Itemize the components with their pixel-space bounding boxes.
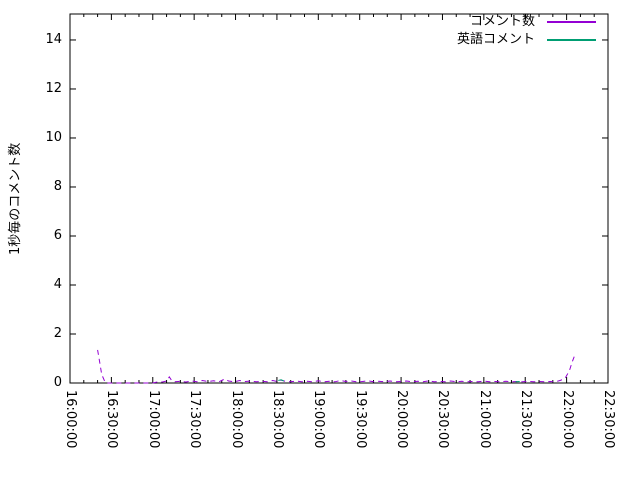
x-tick-label: 22:00:00	[559, 390, 575, 449]
x-tick-label: 20:30:00	[435, 390, 451, 449]
x-tick-label: 22:30:00	[601, 390, 616, 449]
plot-frame	[69, 13, 609, 384]
x-tick-label: 18:30:00	[269, 390, 285, 449]
legend-label: 英語コメント	[456, 32, 535, 47]
x-tick-label: 17:00:00	[145, 390, 161, 449]
series-line-1	[278, 379, 285, 382]
x-tick-label: 21:00:00	[476, 390, 492, 449]
x-tick-label: 16:00:00	[63, 390, 78, 449]
x-tick-label: 19:30:00	[352, 390, 368, 449]
y-tick-label: 14	[45, 31, 62, 47]
y-tick-label: 4	[53, 276, 62, 292]
y-tick-label: 8	[53, 178, 62, 194]
y-tick-label: 0	[53, 375, 62, 390]
series-line-0	[97, 349, 576, 384]
legend-label: コメント数	[469, 14, 535, 29]
y-tick-label: 2	[53, 325, 62, 341]
x-tick-label: 17:30:00	[187, 390, 203, 449]
x-tick-label: 21:30:00	[518, 390, 534, 449]
x-tick-label: 19:00:00	[311, 390, 327, 449]
x-tick-label: 18:00:00	[228, 390, 244, 449]
y-tick-label: 10	[45, 129, 62, 145]
y-tick-label: 12	[45, 80, 62, 96]
x-tick-label: 16:30:00	[104, 390, 120, 449]
y-tick-label: 6	[53, 227, 62, 243]
x-tick-label: 20:00:00	[394, 390, 410, 449]
